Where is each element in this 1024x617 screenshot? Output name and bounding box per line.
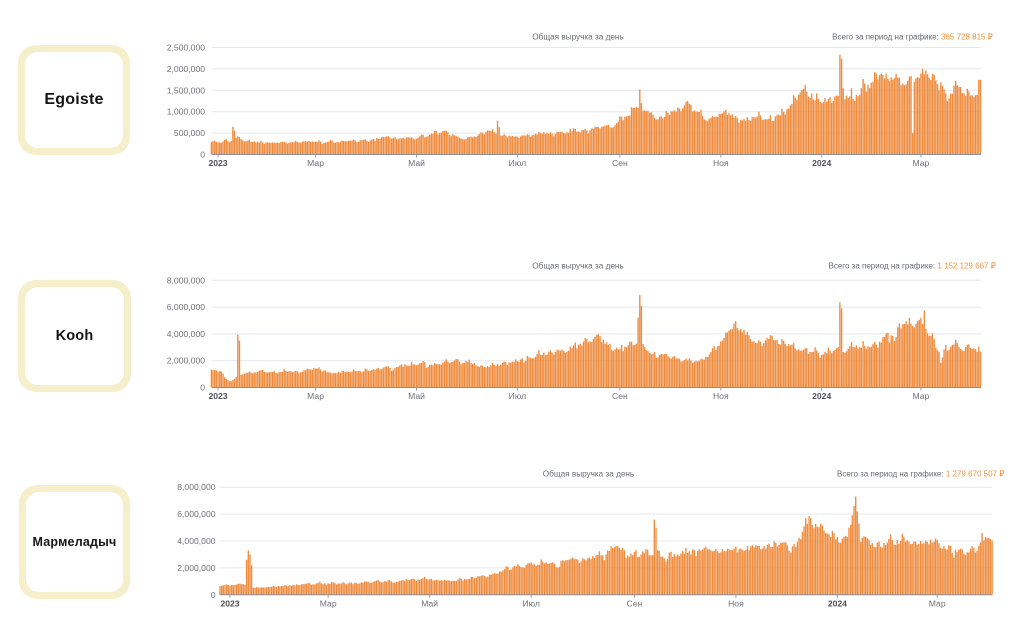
svg-text:2023: 2023 — [208, 158, 227, 168]
svg-text:Июл: Июл — [522, 598, 539, 608]
svg-text:Мар: Мар — [929, 598, 946, 608]
svg-text:0: 0 — [211, 590, 216, 600]
svg-text:Всего за период на графике: 1: Всего за период на графике: 1 279 670 50… — [837, 470, 998, 479]
svg-text:Общая выручка за день: Общая выручка за день — [543, 470, 634, 479]
svg-text:Сен: Сен — [612, 391, 628, 401]
svg-text:2,000,000: 2,000,000 — [167, 356, 205, 366]
svg-text:Ноя: Ноя — [713, 158, 729, 168]
svg-text:8,000,000: 8,000,000 — [167, 275, 205, 285]
svg-text:Май: Май — [421, 598, 438, 608]
svg-text:Всего за период на графике: 36: Всего за период на графике: 365 728 815 — [832, 33, 986, 42]
svg-text:2023: 2023 — [220, 598, 239, 608]
svg-text:6,000,000: 6,000,000 — [177, 509, 215, 519]
svg-text:1,500,000: 1,500,000 — [167, 85, 205, 95]
svg-text:500,000: 500,000 — [174, 128, 205, 138]
svg-text:8,000,000: 8,000,000 — [177, 482, 215, 492]
svg-text:Сен: Сен — [612, 158, 628, 168]
svg-text:2,000,000: 2,000,000 — [167, 64, 205, 74]
svg-text:0: 0 — [200, 383, 205, 393]
svg-text:4,000,000: 4,000,000 — [177, 536, 215, 546]
svg-text:Общая выручка за день: Общая выручка за день — [532, 262, 623, 271]
svg-text:2023: 2023 — [208, 391, 227, 401]
svg-text:2024: 2024 — [812, 158, 831, 168]
svg-text:Мар: Мар — [320, 598, 337, 608]
svg-text:Мар: Мар — [912, 391, 929, 401]
svg-text:0: 0 — [200, 150, 205, 160]
svg-text:Май: Май — [408, 391, 425, 401]
svg-text:1,000,000: 1,000,000 — [167, 107, 205, 117]
svg-text:Сен: Сен — [627, 598, 643, 608]
svg-text:Ноя: Ноя — [713, 391, 729, 401]
svg-text:Мар: Мар — [307, 391, 324, 401]
svg-text:Ноя: Ноя — [728, 598, 744, 608]
svg-text:2024: 2024 — [812, 391, 831, 401]
svg-text:2024: 2024 — [828, 598, 847, 608]
svg-text:4,000,000: 4,000,000 — [167, 329, 205, 339]
svg-text:Общая выручка за день: Общая выручка за день — [532, 33, 623, 42]
svg-text:Всего за период на графике: 1: Всего за период на графике: 1 152 129 66… — [828, 262, 989, 271]
svg-text:Мар: Мар — [912, 158, 929, 168]
svg-text:Мар: Мар — [307, 158, 324, 168]
svg-text:Июл: Июл — [509, 391, 526, 401]
svg-text:Май: Май — [408, 158, 425, 168]
svg-text:Июл: Июл — [509, 158, 526, 168]
svg-text:6,000,000: 6,000,000 — [167, 302, 205, 312]
svg-text:2,000,000: 2,000,000 — [177, 563, 215, 573]
svg-text:2,500,000: 2,500,000 — [167, 43, 205, 53]
